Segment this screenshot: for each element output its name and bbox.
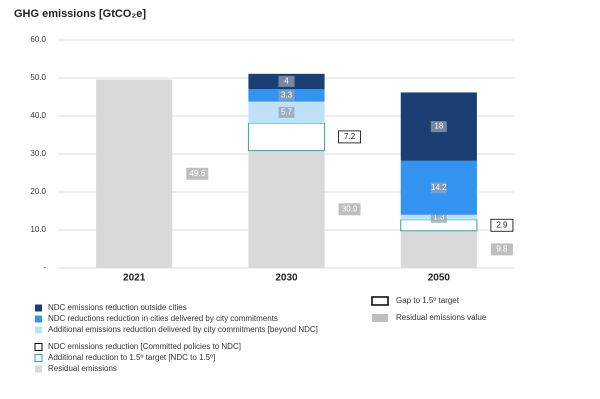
legend-label: Additional reduction to 1.5º target [NDC… bbox=[48, 353, 215, 362]
legend-swatch bbox=[34, 354, 43, 362]
x-tick-label: 2021 bbox=[123, 273, 146, 284]
value-label-box bbox=[430, 182, 447, 194]
legend-swatch bbox=[35, 304, 42, 312]
bar-segment bbox=[248, 150, 325, 268]
value-label-box bbox=[338, 130, 361, 144]
bar-segment bbox=[247, 122, 326, 152]
value-label: 4 bbox=[284, 77, 289, 86]
y-tick-label: 50.0 bbox=[30, 73, 46, 82]
y-tick-label: 20.0 bbox=[30, 187, 46, 196]
legend-label: NDC emissions reduction outside cities bbox=[48, 303, 187, 312]
y-tick-label: 30.0 bbox=[30, 149, 46, 158]
value-label-box bbox=[490, 218, 514, 232]
legend-swatch bbox=[35, 326, 42, 334]
y-tick-label: 60.0 bbox=[30, 35, 46, 44]
value-label: 3.3 bbox=[281, 90, 293, 99]
legend-label: NDC emissions reduction [Committed polic… bbox=[48, 342, 241, 351]
value-label-box bbox=[430, 121, 447, 133]
value-label-box bbox=[430, 211, 447, 223]
legend-label: NDC reductions reduction in cities deliv… bbox=[48, 314, 278, 323]
value-label: 2.9 bbox=[496, 220, 508, 229]
value-label: 5.7 bbox=[281, 107, 293, 116]
value-label-box bbox=[278, 75, 295, 87]
value-label: 1.3 bbox=[433, 212, 445, 221]
value-label: 18 bbox=[434, 122, 443, 131]
legend-swatch bbox=[371, 296, 389, 306]
x-tick-label: 2030 bbox=[275, 273, 298, 284]
y-tick-label: 10.0 bbox=[30, 225, 46, 234]
legend-label: Gap to 1.5º target bbox=[396, 296, 460, 305]
legend-label: Additional emissions reduction delivered… bbox=[48, 325, 318, 334]
legend-swatch bbox=[372, 314, 388, 322]
value-label-box bbox=[338, 203, 361, 216]
value-label-box bbox=[278, 106, 295, 118]
y-tick-label: - bbox=[43, 263, 46, 272]
legend-label: Residual emissions value bbox=[396, 313, 487, 322]
value-label: 9.8 bbox=[496, 244, 508, 253]
value-label: 14.2 bbox=[431, 183, 447, 192]
bar-segment bbox=[400, 230, 477, 268]
legend-swatch bbox=[35, 315, 42, 323]
y-tick-label: 40.0 bbox=[30, 111, 46, 120]
value-label: 7.2 bbox=[344, 132, 356, 141]
chart-title: GHG emissions [GtCO₂e] bbox=[14, 8, 146, 20]
legend-swatch bbox=[35, 365, 42, 373]
bar-segment bbox=[96, 79, 173, 269]
value-label-box bbox=[278, 89, 295, 101]
value-label-box bbox=[186, 167, 209, 180]
value-label: 49.6 bbox=[189, 169, 205, 178]
legend-label: Residual emissions bbox=[48, 364, 117, 373]
value-label-box bbox=[490, 243, 513, 256]
x-tick-label: 2050 bbox=[428, 273, 451, 284]
value-label: 30.9 bbox=[342, 204, 358, 213]
legend-swatch bbox=[34, 343, 43, 351]
